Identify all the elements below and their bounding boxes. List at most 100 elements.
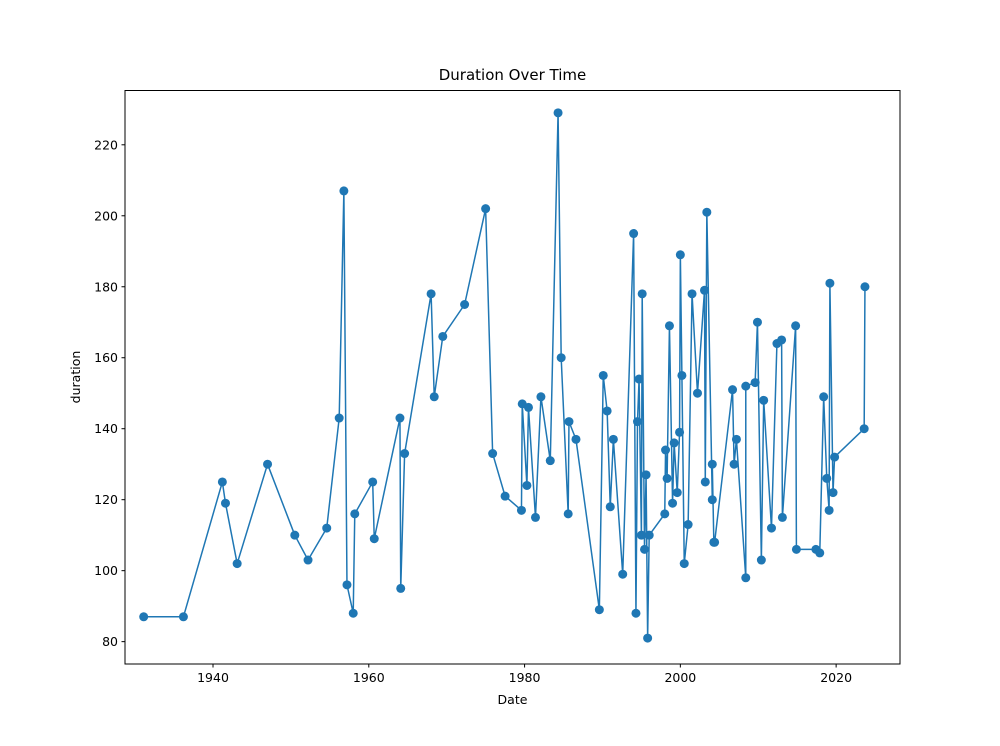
x-tick-label: 1940 — [197, 670, 229, 685]
data-point — [669, 438, 679, 448]
data-point — [608, 434, 618, 444]
data-point — [553, 108, 563, 118]
data-point — [683, 520, 693, 530]
y-tick-label: 220 — [94, 137, 118, 152]
data-point — [263, 459, 273, 469]
data-point — [571, 434, 581, 444]
data-point — [334, 413, 344, 423]
y-tick-label: 120 — [94, 492, 118, 507]
data-point — [232, 559, 242, 569]
y-tick-label: 80 — [102, 634, 118, 649]
data-point — [729, 459, 739, 469]
x-tick-label: 1960 — [353, 670, 385, 685]
plot-area — [139, 108, 870, 643]
data-point — [605, 502, 615, 512]
data-point — [488, 449, 498, 459]
data-point — [750, 378, 760, 388]
data-point — [777, 512, 787, 522]
data-point — [700, 477, 710, 487]
data-point — [426, 289, 436, 299]
data-point — [618, 569, 628, 579]
data-point — [766, 523, 776, 533]
data-point — [791, 321, 801, 331]
data-point — [815, 548, 825, 558]
data-point — [396, 583, 406, 593]
data-point — [634, 374, 644, 384]
data-point — [290, 530, 300, 540]
data-point — [460, 300, 470, 309]
data-point — [702, 207, 712, 217]
y-axis-label: duration — [68, 351, 83, 404]
data-point — [687, 289, 697, 299]
y-tick-label: 200 — [94, 208, 118, 223]
data-point — [350, 509, 360, 519]
data-point — [339, 186, 349, 196]
data-point — [741, 381, 751, 391]
data-point — [369, 534, 379, 544]
data-point — [629, 229, 639, 239]
data-point — [322, 523, 332, 533]
data-point — [707, 459, 717, 469]
data-point — [522, 480, 532, 490]
data-point — [741, 573, 751, 583]
data-point — [641, 470, 651, 480]
data-point — [602, 406, 612, 416]
data-point — [662, 473, 672, 483]
data-point — [759, 395, 769, 405]
data-point — [342, 580, 352, 590]
data-point — [672, 488, 682, 498]
data-point — [777, 335, 787, 345]
data-point — [516, 505, 526, 515]
data-point — [178, 612, 188, 622]
data-point — [791, 544, 801, 554]
data-point — [675, 427, 685, 437]
x-tick-label: 2020 — [820, 670, 852, 685]
data-point — [139, 612, 149, 622]
data-point — [637, 289, 647, 299]
data-point — [664, 321, 674, 331]
data-point — [633, 417, 643, 427]
data-point — [819, 392, 829, 402]
data-point — [700, 285, 709, 295]
data-point — [661, 445, 671, 455]
plot-frame — [124, 90, 901, 665]
data-point — [556, 353, 566, 363]
x-tick-label: 1980 — [509, 670, 541, 685]
data-point — [675, 250, 685, 260]
data-point — [481, 204, 491, 214]
data-point — [217, 477, 227, 487]
data-point — [707, 495, 717, 505]
data-point — [594, 605, 604, 615]
data-point — [636, 530, 646, 540]
data-point — [438, 331, 448, 341]
data-point — [631, 608, 641, 618]
data-point — [564, 417, 574, 427]
data-point — [598, 370, 608, 380]
y-tick-label: 180 — [94, 279, 118, 294]
data-point — [828, 488, 838, 498]
x-axis: 1940 1960 1980 2000 2020 — [197, 664, 852, 685]
data-point — [731, 434, 741, 444]
y-axis: 80 100 120 140 160 180 200 220 — [94, 137, 125, 649]
data-point — [677, 370, 687, 380]
data-point — [859, 424, 869, 434]
data-point — [752, 317, 762, 327]
data-point — [692, 388, 702, 398]
data-point — [395, 413, 405, 423]
data-point — [660, 509, 670, 519]
data-point — [668, 498, 678, 508]
data-point — [400, 449, 410, 459]
data-point — [530, 512, 540, 522]
data-point — [368, 477, 378, 487]
data-point — [830, 452, 840, 462]
data-point — [825, 278, 835, 288]
data-point — [220, 498, 230, 508]
data-point — [644, 530, 654, 540]
chart-title: Duration Over Time — [439, 66, 586, 84]
x-axis-label: Date — [498, 692, 528, 707]
data-point — [500, 491, 510, 501]
y-tick-label: 140 — [94, 421, 118, 436]
data-point — [643, 633, 653, 643]
data-point — [348, 608, 358, 618]
